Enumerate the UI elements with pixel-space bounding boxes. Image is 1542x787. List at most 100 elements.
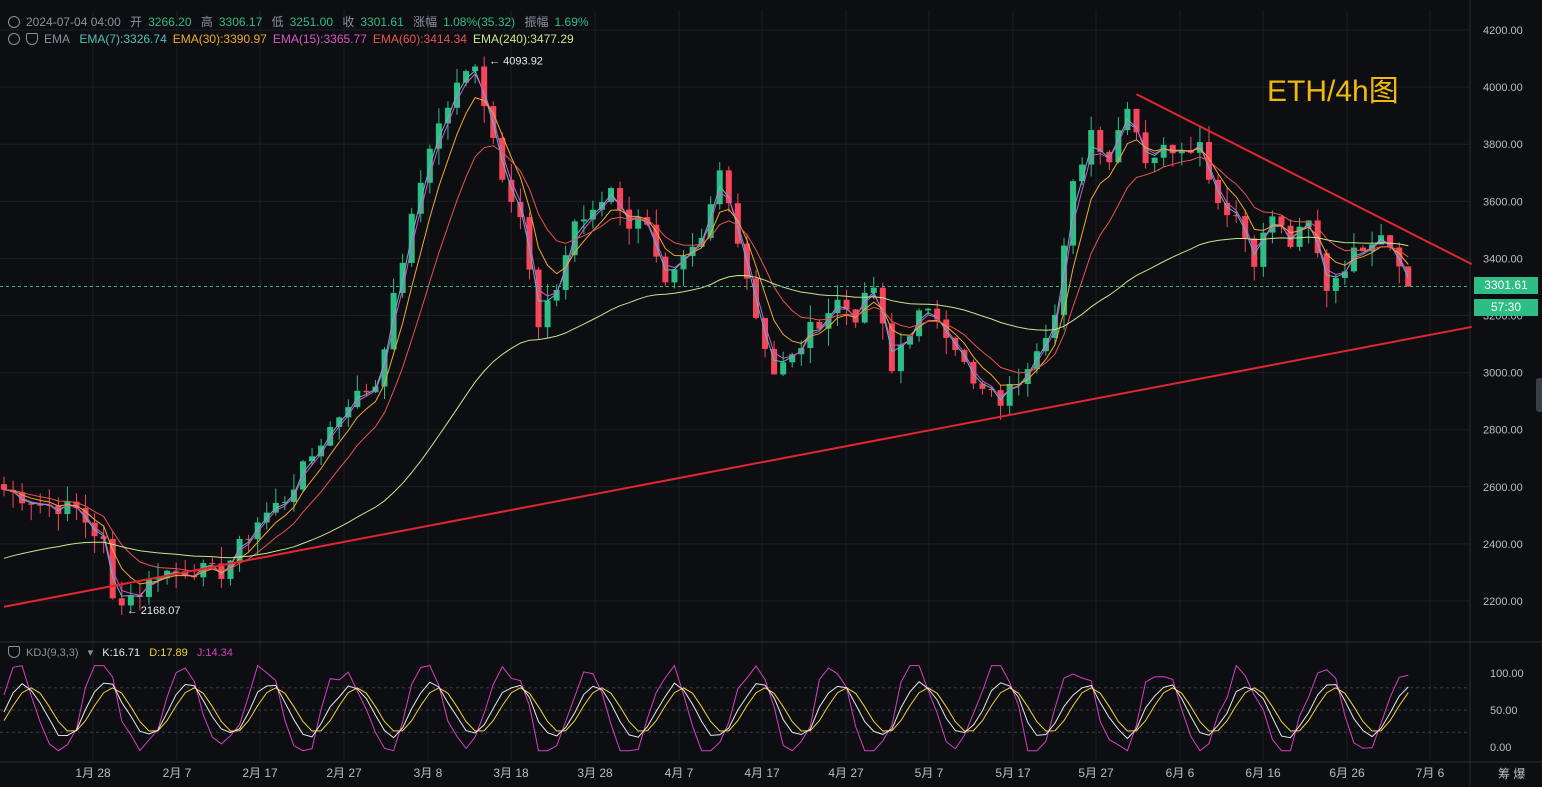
candle-body	[28, 503, 35, 505]
kdj-legend: KDJ(9,3,3) ▾ K:16.71 D:17.89 J:14.34	[8, 646, 239, 659]
bell-icon[interactable]	[26, 33, 38, 45]
candle-body	[897, 344, 904, 372]
candle-body	[472, 66, 479, 72]
trendline	[1136, 93, 1473, 266]
kdj-tick-label: 50.00	[1490, 705, 1518, 717]
ohlc-header: 2024-07-04 04:00 开 3266.20 高 3306.17 低 3251…	[8, 13, 595, 30]
countdown-tag: 57:30	[1474, 299, 1538, 316]
candle-body	[1233, 215, 1240, 217]
candle-body	[281, 501, 288, 503]
candle-body	[934, 308, 941, 320]
gridlines	[0, 10, 1470, 760]
candles	[1, 56, 1412, 615]
liquidation-button[interactable]: 爆	[1513, 767, 1526, 781]
time-tick-label: 1月 28	[75, 766, 111, 780]
candle-body	[544, 300, 551, 328]
candle-body	[254, 522, 261, 540]
price-tick-label: 3000.00	[1483, 368, 1523, 380]
kdj-dropdown-icon[interactable]: ▾	[87, 647, 94, 659]
ema-line	[3, 97, 1409, 585]
open-label: 开	[130, 15, 143, 29]
candle-body	[988, 388, 995, 391]
collapse-chevron-icon[interactable]	[8, 33, 20, 45]
time-tick-label: 3月 8	[414, 766, 443, 780]
candle-body	[671, 269, 678, 283]
candle-body	[218, 563, 225, 579]
extreme-annotation: ← 2168.07	[127, 605, 181, 617]
candle-body	[1332, 277, 1339, 291]
candle-body	[499, 137, 506, 180]
candle-body	[1051, 314, 1058, 338]
candle-body	[236, 538, 243, 561]
kdj-k-line	[3, 681, 1409, 740]
change-label: 涨幅	[413, 15, 438, 29]
time-tick-label: 2月 17	[242, 766, 278, 780]
candle-body	[354, 390, 361, 408]
candle-body	[245, 538, 252, 540]
candle-body	[1097, 130, 1104, 152]
high-label: 高	[200, 15, 213, 29]
candle-body	[617, 188, 624, 210]
time-tick-label: 6月 16	[1245, 766, 1281, 780]
candle-body	[526, 217, 533, 270]
candle-body	[37, 504, 44, 506]
candle-body	[888, 323, 895, 372]
price-tick-label: 4200.00	[1483, 25, 1523, 37]
bell-icon[interactable]	[8, 646, 20, 658]
close-label: 收	[342, 15, 355, 29]
candle-body	[608, 188, 615, 203]
time-tick-label: 6月 6	[1166, 766, 1195, 780]
candle-body	[843, 299, 850, 310]
extreme-annotation: ← 4093.92	[489, 55, 543, 67]
candle-body	[508, 179, 515, 202]
trendline	[3, 325, 1472, 608]
candle-body	[1079, 164, 1086, 182]
candle-body	[309, 456, 316, 462]
time-tick-label: 4月 17	[744, 766, 780, 780]
price-tick-label: 3600.00	[1483, 196, 1523, 208]
time-tick-label: 5月 7	[915, 766, 944, 780]
time-tick-label: 2月 27	[326, 766, 362, 780]
clock-icon[interactable]	[8, 16, 20, 28]
time-tick-label: 5月 17	[995, 766, 1031, 780]
candle-body	[725, 170, 732, 204]
bottom-right-tools: 筹 爆	[1498, 765, 1525, 782]
candle-body	[635, 217, 642, 229]
chip-distribution-button[interactable]: 筹	[1498, 767, 1511, 781]
time-tick-label: 6月 26	[1329, 766, 1365, 780]
kdj-indicator-name[interactable]: KDJ(9,3,3)	[26, 647, 79, 659]
close-value: 3301.61	[360, 15, 404, 29]
price-tick-label: 2200.00	[1483, 596, 1523, 608]
ema-line	[3, 236, 1409, 559]
time-tick-label: 4月 7	[665, 766, 694, 780]
low-label: 低	[271, 15, 284, 29]
candle-body	[182, 571, 189, 576]
candle-body	[1169, 144, 1176, 154]
amplitude-label: 振幅	[524, 15, 549, 29]
candle-body	[816, 321, 823, 329]
candle-body	[227, 560, 234, 579]
candle-body	[64, 501, 71, 515]
time-tick-label: 5月 27	[1078, 766, 1114, 780]
side-panel-handle[interactable]	[1536, 378, 1542, 412]
time-tick-label: 2月 7	[163, 766, 192, 780]
low-value: 3251.00	[289, 15, 333, 29]
candle-body	[435, 123, 442, 149]
candle-body	[970, 361, 977, 384]
candle-body	[1115, 130, 1122, 163]
ema-line	[3, 72, 1409, 596]
candle-body	[1133, 108, 1140, 133]
candle-body	[463, 71, 470, 83]
last-price-tag: 3301.61	[1474, 277, 1538, 294]
time-tick-label: 4月 27	[828, 766, 864, 780]
candle-body	[1251, 238, 1258, 267]
candle-body	[336, 417, 343, 427]
ema-indicator-name[interactable]: EMA	[44, 32, 71, 46]
candle-body	[780, 362, 787, 375]
candle-body	[363, 390, 370, 393]
amplitude-value: 1.69%	[554, 15, 589, 29]
kdj-k-value: K:16.71	[102, 647, 141, 659]
candle-body	[580, 219, 587, 222]
candle-body	[1224, 202, 1231, 216]
